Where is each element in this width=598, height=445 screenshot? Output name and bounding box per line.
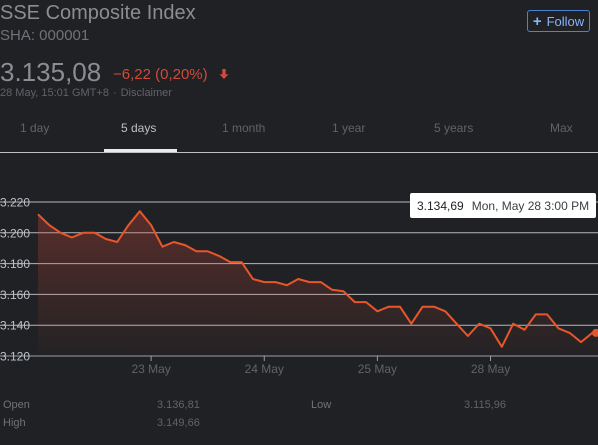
x-tick-label: 23 May: [131, 362, 170, 376]
tab-1-year[interactable]: 1 year: [332, 121, 366, 135]
y-tick-label: 3.160: [0, 288, 30, 302]
y-tick-label: 3.220: [0, 196, 30, 210]
stat-label-open: Open: [3, 399, 30, 411]
timestamp-text: 28 May, 15:01 GMT+8: [0, 87, 109, 99]
tooltip-value: 3.134,69: [417, 198, 464, 213]
tab-1-month[interactable]: 1 month: [222, 121, 266, 135]
stat-value-open: 3.136,81: [157, 399, 200, 411]
price-area: [38, 211, 598, 356]
follow-label: Follow: [546, 13, 585, 29]
chart-tooltip: 3.134,69 Mon, May 28 3:00 PM: [410, 193, 596, 218]
price-chart[interactable]: 3.220 3.200 3.180 3.160 3.140 3.120 23 May 24 …: [0, 185, 598, 380]
y-tick-label: 3.120: [0, 350, 30, 364]
y-tick-label: 3.180: [0, 257, 30, 271]
x-tick-label: 28 May: [471, 362, 510, 376]
x-tick-label: 24 May: [245, 362, 284, 376]
follow-button[interactable]: + Follow: [527, 10, 590, 32]
current-price: 3.135,08: [0, 57, 102, 87]
down-arrow-icon: [219, 69, 229, 79]
ticker-symbol: SHA: 000001: [0, 27, 90, 44]
range-tabs: 1 day 5 days 1 month 1 year 5 years Max: [0, 112, 598, 153]
tab-1-day[interactable]: 1 day: [20, 121, 50, 135]
quote-timestamp: 28 May, 15:01 GMT+8 · Disclaimer: [0, 87, 172, 99]
tab-5-years[interactable]: 5 years: [434, 121, 474, 135]
stat-value-low: 3.115,96: [464, 399, 507, 411]
stat-label-low: Low: [311, 399, 332, 411]
price-line: [37, 210, 598, 348]
stat-label-high: High: [3, 417, 26, 429]
tab-5-days[interactable]: 5 days: [121, 121, 157, 135]
tooltip-date: Mon, May 28 3:00 PM: [471, 198, 590, 213]
stat-value-high: 3.149,66: [157, 417, 200, 429]
y-tick-label: 3.140: [0, 319, 30, 333]
disclaimer-link[interactable]: Disclaimer: [120, 87, 172, 99]
current-point-marker: [592, 328, 598, 337]
x-tick-label: 25 May: [358, 362, 397, 376]
active-tab-underline: [104, 149, 177, 152]
price-change: −6,22 (0,20%): [113, 66, 208, 83]
plus-icon: +: [532, 12, 542, 30]
tab-max[interactable]: Max: [550, 121, 573, 135]
y-tick-label: 3.200: [0, 226, 30, 240]
index-title: SSE Composite Index: [0, 2, 196, 24]
